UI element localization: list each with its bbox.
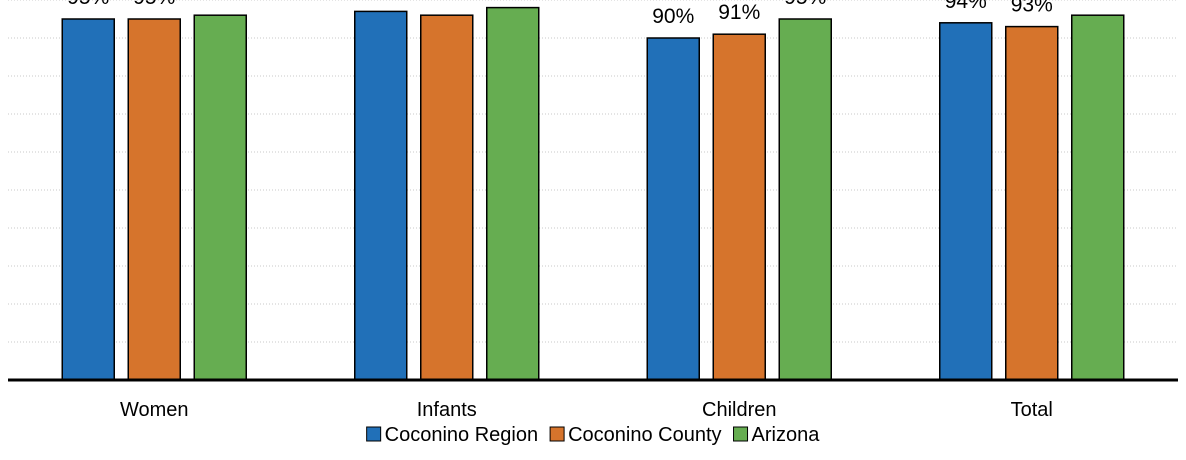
legend-item-coconino-region: Coconino Region: [366, 424, 538, 446]
data-label: 95%: [784, 0, 826, 9]
bars: [61, 6, 1125, 381]
data-label: 94%: [945, 0, 987, 13]
data-label: 97%: [360, 0, 402, 1]
bar-coconino-region-women: [61, 18, 115, 381]
bar-coconino-region-children: [646, 37, 700, 381]
legend-swatch: [733, 426, 749, 442]
data-labels: 95%95%96%97%96%98%90%91%95%94%93%96%: [67, 0, 1119, 28]
gridlines: [8, 0, 1178, 343]
legend-swatch: [549, 426, 565, 442]
bar-arizona-total: [1071, 14, 1125, 381]
x-tick-label: Children: [702, 399, 776, 421]
legend-item-arizona: Arizona: [733, 424, 821, 446]
data-label: 91%: [718, 1, 760, 24]
bar-arizona-infants: [486, 6, 540, 381]
data-label: 93%: [1011, 0, 1053, 17]
data-label: 90%: [652, 5, 694, 28]
bar-arizona-children: [778, 18, 832, 381]
bar-arizona-women: [193, 14, 247, 381]
legend-label: Coconino Region: [385, 424, 538, 446]
legend: Coconino Region Coconino County Arizona: [366, 424, 821, 446]
legend-item-coconino-county: Coconino County: [549, 424, 722, 446]
data-label: 96%: [199, 0, 241, 5]
bar-coconino-county-total: [1005, 25, 1059, 381]
bar-coconino-county-infants: [420, 14, 474, 381]
bar-coconino-county-women: [127, 18, 181, 381]
x-axis: Women Infants Children Total: [8, 378, 1178, 421]
data-label: 95%: [133, 0, 175, 9]
data-label: 95%: [67, 0, 109, 9]
bar-coconino-region-total: [939, 22, 993, 381]
legend-label: Arizona: [752, 424, 821, 446]
x-tick-label: Women: [120, 399, 189, 421]
bar-coconino-region-infants: [354, 10, 408, 381]
data-label: 96%: [1077, 0, 1119, 5]
x-tick-label: Infants: [417, 399, 477, 421]
data-label: 96%: [426, 0, 468, 5]
legend-label: Coconino County: [568, 424, 721, 446]
x-tick-label: Total: [1011, 399, 1053, 421]
legend-swatch: [366, 426, 382, 442]
bar-coconino-county-children: [712, 33, 766, 381]
